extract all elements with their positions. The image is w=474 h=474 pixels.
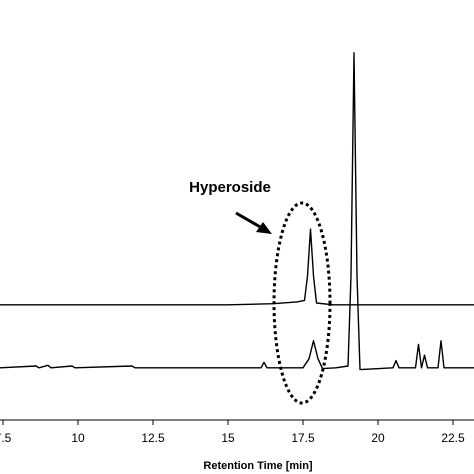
x-axis-title: Retention Time [min]	[203, 460, 313, 472]
arrow-head	[256, 222, 272, 234]
x-tick-label: 17.5	[291, 431, 315, 445]
x-tick-label: 20	[371, 431, 385, 445]
x-tick-label: 10	[71, 431, 85, 445]
x-tick-label: 7.5	[0, 431, 12, 445]
trace	[0, 52, 474, 371]
trace	[0, 228, 474, 306]
annotation: Hyperoside	[189, 179, 271, 196]
x-tick-label: 15	[221, 431, 235, 445]
x-tick-label: 12.5	[141, 431, 165, 445]
x-tick-label: 22.5	[441, 431, 465, 445]
arrow-shaft	[235, 211, 263, 230]
